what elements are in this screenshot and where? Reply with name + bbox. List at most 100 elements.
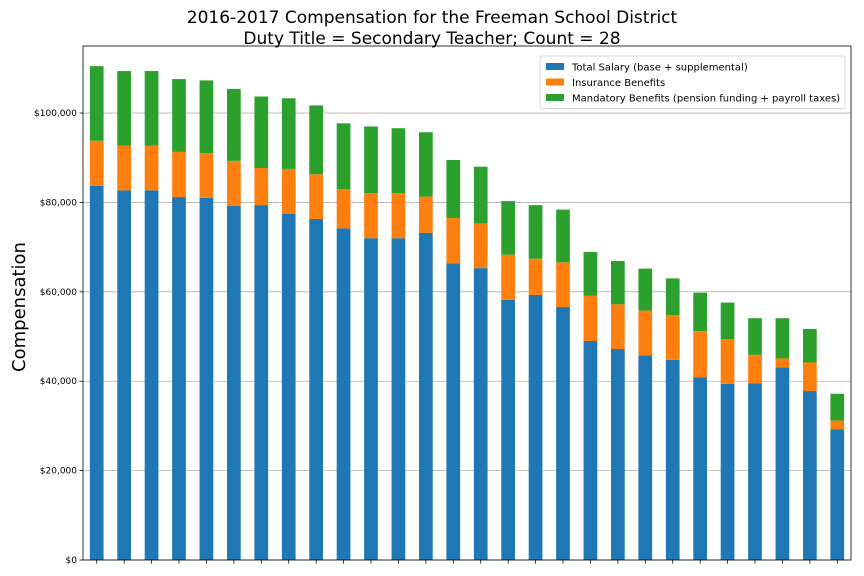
bar-segment-series-2: [336, 189, 351, 229]
bar-segment-series-3: [748, 318, 762, 355]
bar-segment-series-1: [638, 355, 653, 560]
bar-segment-series-3: [419, 132, 433, 197]
bar-segment-series-3: [803, 328, 817, 363]
legend-swatch: [546, 63, 564, 70]
bar-segment-series-2: [117, 145, 131, 191]
bar-segment-series-3: [117, 71, 131, 146]
bar-segment-series-1: [172, 197, 186, 561]
bar-segment-series-2: [227, 160, 241, 207]
bar-segment-series-2: [583, 295, 598, 341]
bars: [89, 66, 845, 561]
axes: $0 $20,000 $40,000 $60,000 $80,000 $100,000: [34, 45, 852, 566]
bar-segment-series-2: [803, 362, 817, 392]
bar-segment-series-3: [227, 88, 241, 161]
y-tick-label: $20,000: [40, 467, 77, 477]
bar-segment-series-2: [144, 145, 159, 191]
bar-segment-series-1: [364, 238, 378, 561]
bar-segment-series-3: [583, 252, 598, 296]
bar-segment-series-3: [611, 260, 625, 305]
bar-segment-series-1: [419, 232, 433, 560]
bar-segment-series-3: [172, 79, 186, 152]
bar-segment-series-3: [556, 209, 570, 263]
bar-segment-series-2: [419, 196, 433, 233]
legend-box: [539, 55, 846, 109]
bar-segment-series-3: [665, 278, 680, 316]
y-tick-label: $40,000: [40, 377, 77, 387]
bar-segment-series-2: [665, 315, 680, 360]
bar-segment-series-2: [89, 140, 104, 186]
bar-segment-series-3: [693, 292, 707, 332]
bar-segment-series-2: [446, 218, 461, 264]
bar-segment-series-2: [611, 304, 625, 350]
bar-segment-series-2: [254, 168, 269, 206]
y-axis-label: Compensation: [9, 242, 30, 372]
bar-segment-series-3: [364, 126, 378, 194]
bar-segment-series-2: [720, 339, 735, 384]
legend-swatch: [546, 78, 564, 86]
bar-segment-series-2: [501, 254, 515, 300]
chart-title-line-2: Duty Title = Secondary Teacher; Count = …: [243, 29, 621, 49]
bar-segment-series-1: [473, 268, 488, 560]
bar-segment-series-3: [638, 268, 653, 311]
bar-segment-series-1: [611, 349, 625, 560]
bar-segment-series-2: [199, 153, 214, 198]
bar-segment-series-2: [391, 193, 406, 239]
bar-segment-series-3: [199, 80, 214, 154]
bar-segment-series-1: [665, 359, 680, 560]
bar-segment-series-3: [501, 201, 515, 255]
bar-segment-series-1: [693, 377, 707, 560]
bar-segment-series-3: [309, 105, 323, 175]
bar-segment-series-2: [473, 223, 488, 269]
bar-segment-series-1: [254, 205, 269, 560]
bar-segment-series-3: [391, 128, 406, 194]
bar-segment-series-3: [720, 302, 735, 340]
bar-segment-series-1: [803, 391, 817, 560]
bar-segment-series-2: [172, 151, 186, 198]
bar-segment-series-1: [199, 197, 214, 560]
bar-segment-series-2: [364, 193, 378, 239]
legend: Total Salary (base + supplemental) Insura…: [539, 55, 846, 109]
bar-segment-series-3: [89, 66, 104, 141]
legend-label: Insurance Benefits: [572, 78, 665, 89]
bar-segment-series-1: [720, 383, 735, 560]
bar-segment-series-1: [775, 367, 790, 560]
legend-label: Total Salary (base + supplemental): [571, 63, 748, 74]
bar-segment-series-1: [528, 294, 543, 560]
bar-segment-series-1: [583, 340, 598, 560]
bar-segment-series-3: [281, 98, 296, 169]
plot-frame: [82, 45, 852, 561]
bar-segment-series-3: [830, 393, 845, 421]
chart-title: 2016-2017 Compensation for the Freeman S…: [0, 8, 864, 50]
bar-segment-series-3: [336, 123, 351, 190]
y-tick-label: $80,000: [40, 198, 77, 208]
bar-segment-series-1: [89, 185, 104, 560]
bar-segment-series-3: [446, 159, 461, 219]
bar-segment-series-1: [281, 213, 296, 560]
bar-segment-series-3: [144, 71, 159, 146]
bar-segment-series-3: [473, 166, 488, 224]
bar-segment-series-1: [748, 383, 762, 560]
bar-segment-series-2: [281, 168, 296, 214]
y-tick-label: $100,000: [34, 109, 77, 119]
bar-segment-series-1: [336, 228, 351, 560]
bar-segment-series-2: [638, 310, 653, 356]
bar-segment-series-2: [556, 262, 570, 308]
bar-segment-series-1: [830, 429, 845, 560]
gridlines: [83, 112, 851, 561]
bar-segment-series-3: [528, 205, 543, 259]
legend-label: Mandatory Benefits (pension funding + pa…: [572, 94, 840, 105]
bar-segment-series-2: [748, 354, 762, 384]
bar-segment-series-1: [446, 263, 461, 560]
bar-segment-series-1: [144, 190, 159, 561]
bar-segment-series-2: [830, 420, 845, 430]
bar-segment-series-1: [309, 218, 323, 560]
y-tick-label: $0: [66, 556, 78, 566]
bar-segment-series-2: [528, 258, 543, 295]
bar-segment-series-2: [775, 358, 790, 368]
bar-segment-series-1: [556, 307, 570, 560]
bar-segment-series-2: [693, 331, 707, 378]
chart-title-line-1: 2016-2017 Compensation for the Freeman S…: [186, 8, 678, 28]
bar-segment-series-1: [117, 190, 131, 561]
bar-segment-series-3: [775, 318, 790, 359]
